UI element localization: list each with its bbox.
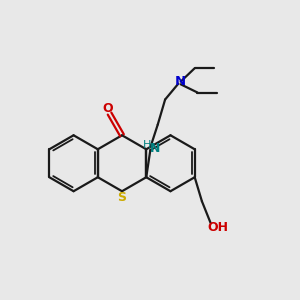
Text: S: S <box>118 191 127 204</box>
Text: OH: OH <box>208 221 229 234</box>
Text: N: N <box>150 142 160 154</box>
Text: O: O <box>103 102 113 115</box>
Text: N: N <box>175 75 186 88</box>
Text: H: H <box>143 140 151 150</box>
